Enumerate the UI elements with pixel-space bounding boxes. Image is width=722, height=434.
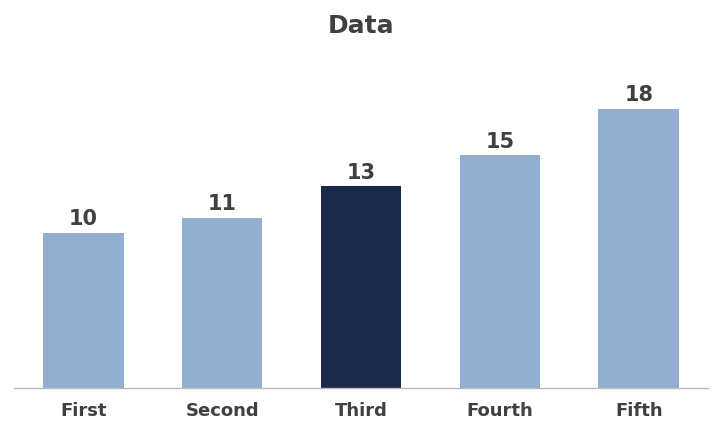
Bar: [321, 187, 401, 388]
Text: 15: 15: [485, 132, 514, 151]
Text: 18: 18: [625, 85, 653, 105]
Text: 11: 11: [208, 194, 237, 214]
Bar: [182, 217, 262, 388]
Bar: [43, 233, 123, 388]
Bar: [460, 155, 540, 388]
Bar: [599, 109, 679, 388]
Text: 13: 13: [347, 163, 375, 183]
Title: Data: Data: [328, 14, 394, 38]
Text: 10: 10: [69, 209, 97, 229]
